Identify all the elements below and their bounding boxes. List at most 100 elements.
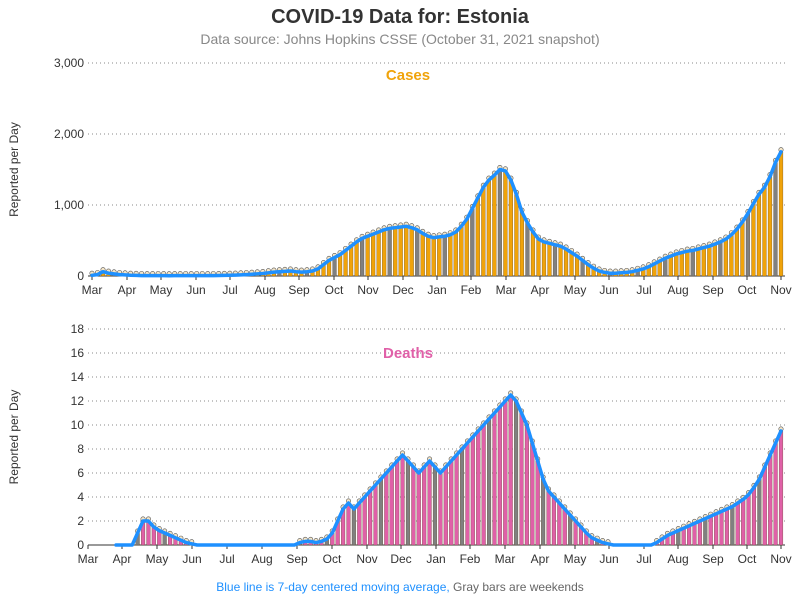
data-bar xyxy=(729,234,734,277)
x-tick-label: Oct xyxy=(323,552,342,566)
data-bar xyxy=(690,250,695,277)
x-tick-label: Sep xyxy=(702,283,724,297)
data-bar xyxy=(757,478,762,546)
data-bar xyxy=(354,241,359,277)
x-tick-label: Apr xyxy=(531,552,550,566)
data-bar xyxy=(519,412,524,546)
data-bar xyxy=(422,466,427,546)
data-bar xyxy=(404,226,409,277)
data-bar xyxy=(389,466,394,546)
data-bar xyxy=(486,179,491,277)
x-tick-label: Aug xyxy=(251,552,272,566)
data-bar xyxy=(431,237,436,277)
x-tick-label: Jun xyxy=(599,552,618,566)
data-bar xyxy=(365,236,370,277)
data-bar xyxy=(442,236,447,277)
y-tick-label: 14 xyxy=(71,370,85,384)
data-bar xyxy=(541,478,546,546)
x-tick-label: Sep xyxy=(288,283,310,297)
x-tick-label: Feb xyxy=(460,552,481,566)
data-bar xyxy=(547,243,552,277)
data-bar xyxy=(697,520,702,546)
data-bar xyxy=(718,241,723,277)
data-bar xyxy=(546,490,551,546)
moving-average-line xyxy=(114,393,783,547)
y-tick-label: 1,000 xyxy=(54,198,84,212)
data-bar xyxy=(535,460,540,546)
data-bar xyxy=(351,508,356,546)
data-bar xyxy=(492,412,497,546)
y-tick-label: 10 xyxy=(71,418,85,432)
data-bar xyxy=(362,496,367,546)
data-bar xyxy=(746,494,751,546)
x-tick-label: Nov xyxy=(770,283,791,297)
data-bar xyxy=(778,151,784,277)
x-tick-label: Dec xyxy=(392,283,413,297)
x-tick-label: Apr xyxy=(118,283,137,297)
data-bar xyxy=(357,502,362,546)
data-bar xyxy=(681,528,686,546)
data-bar xyxy=(475,197,480,277)
data-bar xyxy=(395,460,400,546)
x-tick-label: Oct xyxy=(325,283,344,297)
data-bar xyxy=(536,238,541,277)
data-bar xyxy=(735,502,740,546)
y-tick-label: 8 xyxy=(77,442,84,456)
data-bar xyxy=(679,252,684,277)
data-bar xyxy=(426,236,431,277)
data-bar xyxy=(568,514,573,546)
data-bar xyxy=(569,252,574,277)
data-bar xyxy=(703,518,708,546)
data-bar xyxy=(514,400,519,546)
x-tick-label: Feb xyxy=(461,283,482,297)
y-tick-label: 4 xyxy=(77,490,84,504)
x-tick-label: Jun xyxy=(186,283,205,297)
x-tick-label: Jan xyxy=(427,283,446,297)
x-tick-label: Aug xyxy=(667,552,688,566)
data-bar xyxy=(360,238,365,277)
data-bar xyxy=(701,247,706,277)
data-bar xyxy=(741,499,746,546)
data-bar xyxy=(497,169,502,277)
data-bar xyxy=(332,257,337,277)
footnote: Blue line is 7-day centered moving avera… xyxy=(0,580,800,594)
data-bar xyxy=(730,506,735,546)
data-bar xyxy=(378,478,383,546)
data-bar xyxy=(557,502,562,546)
y-axis-title: Reported per Day xyxy=(7,122,21,217)
data-bar xyxy=(674,253,679,277)
x-tick-label: May xyxy=(564,552,587,566)
data-bar xyxy=(692,523,697,546)
data-bar xyxy=(449,460,454,546)
data-bar xyxy=(751,203,756,277)
data-bar xyxy=(762,466,767,546)
data-bar xyxy=(384,472,389,546)
x-tick-label: May xyxy=(564,283,587,297)
data-bar xyxy=(487,418,492,546)
x-tick-label: Oct xyxy=(738,283,757,297)
y-tick-label: 16 xyxy=(71,346,85,360)
panel-cases: 0 1,000 2,000 3,000 Mar Apr May Jun Jul Aug Sep Oct… xyxy=(7,56,792,297)
data-bar xyxy=(773,442,778,546)
data-bar xyxy=(409,227,414,277)
data-bar xyxy=(719,511,724,546)
data-bar xyxy=(470,436,475,546)
x-tick-label: Jun xyxy=(599,283,618,297)
data-bar xyxy=(508,179,513,277)
y-tick-label: 18 xyxy=(71,322,85,336)
data-bar xyxy=(541,241,547,277)
data-bar xyxy=(427,460,432,546)
data-bar xyxy=(530,231,536,277)
panel-deaths: 0 2 4 6 8 10 12 14 16 18 Mar Apr May Jun Jul Aug Sep Oct N… xyxy=(7,322,792,566)
data-bar xyxy=(530,442,535,546)
y-tick-label: 3,000 xyxy=(54,56,84,70)
footnote-weekend: Gray bars are weekends xyxy=(449,580,584,594)
data-bar xyxy=(398,226,403,277)
data-bar xyxy=(696,248,701,277)
data-bar xyxy=(552,244,558,277)
data-bar xyxy=(465,442,470,546)
x-tick-label: Nov xyxy=(356,552,377,566)
data-bar xyxy=(346,502,351,546)
data-bar xyxy=(415,229,420,277)
